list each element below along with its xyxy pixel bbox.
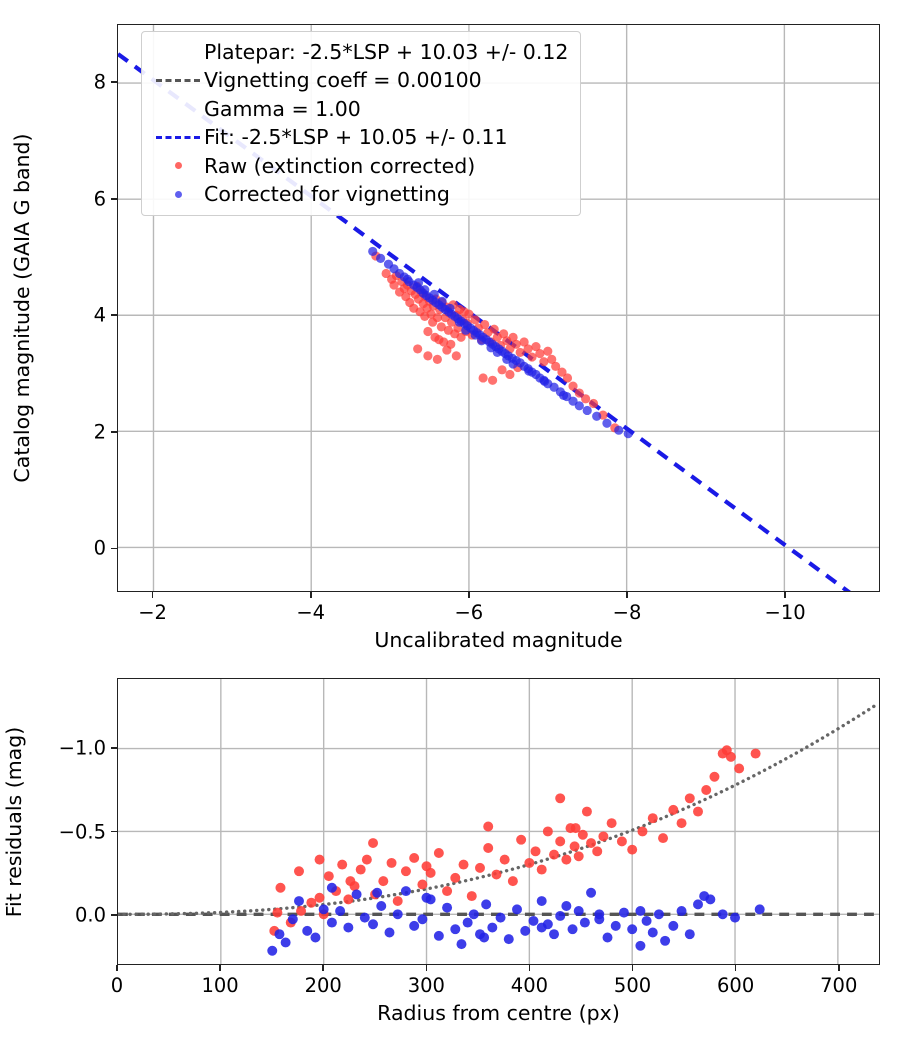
legend-label: Vignetting coeff = 0.00100: [204, 68, 482, 93]
x-tick-label: 600: [717, 974, 755, 997]
y-tick-label: 0.0: [74, 903, 106, 927]
y-tick-label: 4: [93, 303, 106, 327]
x-tick-label: 0: [110, 974, 124, 997]
x-tickmark: [309, 592, 312, 598]
y-tickmark: [111, 914, 117, 916]
corrected-for-vignetting-points: [267, 882, 765, 956]
y-axis-title: Fit residuals (mag): [2, 726, 26, 917]
y-tick-label: −1.0: [58, 736, 106, 760]
legend-entry: Fit: -2.5*LSP + 10.05 +/- 0.11: [152, 123, 568, 151]
x-axis-title: Radius from centre (px): [377, 1001, 620, 1025]
legend-key-dashed-blue: [152, 135, 204, 139]
legend-label: Fit: -2.5*LSP + 10.05 +/- 0.11: [204, 125, 508, 150]
legend-entry: Platepar: -2.5*LSP + 10.03 +/- 0.12: [152, 38, 568, 66]
y-tick-label: 6: [93, 187, 106, 211]
x-tickmark: [468, 592, 470, 598]
legend-marker-swatch: [174, 190, 182, 198]
y-tick-label: 8: [93, 70, 106, 94]
y-tickmark: [111, 81, 117, 84]
x-tickmark: [425, 965, 428, 971]
x-tick-label: 400: [510, 974, 549, 997]
fit-residuals-plot-area: [118, 679, 879, 964]
y-tick-label: −0.5: [58, 820, 106, 843]
legend-label: Platepar: -2.5*LSP + 10.03 +/- 0.12: [204, 39, 569, 64]
legend-label: Gamma = 1.00: [204, 96, 361, 121]
legend-entry: Gamma = 1.00: [152, 95, 568, 123]
y-tickmark: [111, 314, 117, 317]
legend-label: Corrected for vignetting: [204, 181, 450, 206]
x-tickmark: [219, 965, 221, 971]
x-tickmark: [151, 592, 154, 598]
y-tick-label: 0: [93, 536, 106, 560]
x-tickmark: [528, 965, 531, 971]
legend-entry: Corrected for vignetting: [152, 180, 568, 208]
y-tick-label: 2: [93, 420, 106, 444]
y-tickmark: [111, 830, 117, 833]
legend-dashed-line-swatch: [156, 79, 200, 83]
x-tickmark: [626, 592, 628, 598]
y-tickmark: [111, 747, 117, 749]
x-tick-label: −6: [454, 601, 484, 624]
x-tickmark: [322, 965, 324, 971]
x-tickmark: [734, 965, 737, 971]
y-tickmark: [111, 547, 117, 550]
legend-label: Raw (extinction corrected): [204, 153, 476, 178]
x-tickmark: [784, 592, 786, 598]
x-tickmark: [837, 965, 840, 971]
corrected-for-vignetting-points: [368, 246, 633, 439]
vignetting-curve: [118, 703, 877, 916]
legend-entry: Vignetting coeff = 0.00100: [152, 66, 568, 94]
y-tickmark: [111, 197, 117, 200]
legend-key-dot-red: [152, 162, 204, 170]
x-tick-label: 200: [304, 974, 342, 997]
x-tick-label: 300: [407, 974, 445, 997]
legend-dashed-line-swatch: [156, 135, 200, 139]
x-tick-label: 700: [820, 974, 858, 997]
x-tickmark: [631, 965, 634, 971]
legend-entry: Raw (extinction corrected): [152, 152, 568, 180]
x-tick-label: 100: [201, 974, 239, 997]
x-tick-label: −4: [296, 601, 326, 624]
legend-key-dot-blue: [152, 190, 204, 198]
legend-key-dashed-gray: [152, 79, 204, 83]
x-tick-label: −8: [612, 601, 642, 624]
legend: Platepar: -2.5*LSP + 10.03 +/- 0.12 Vigne…: [141, 31, 582, 217]
x-tickmark: [116, 965, 118, 971]
legend-marker-swatch: [174, 162, 182, 170]
x-tick-label: −2: [138, 601, 167, 624]
x-tick-label: 500: [613, 974, 652, 997]
y-axis-title: Catalog magnitude (GAIA G band): [10, 133, 34, 483]
x-axis-title: Uncalibrated magnitude: [374, 628, 623, 652]
x-tick-label: −10: [764, 601, 806, 624]
y-tickmark: [111, 430, 117, 433]
fit-residuals-axes: [117, 678, 880, 965]
